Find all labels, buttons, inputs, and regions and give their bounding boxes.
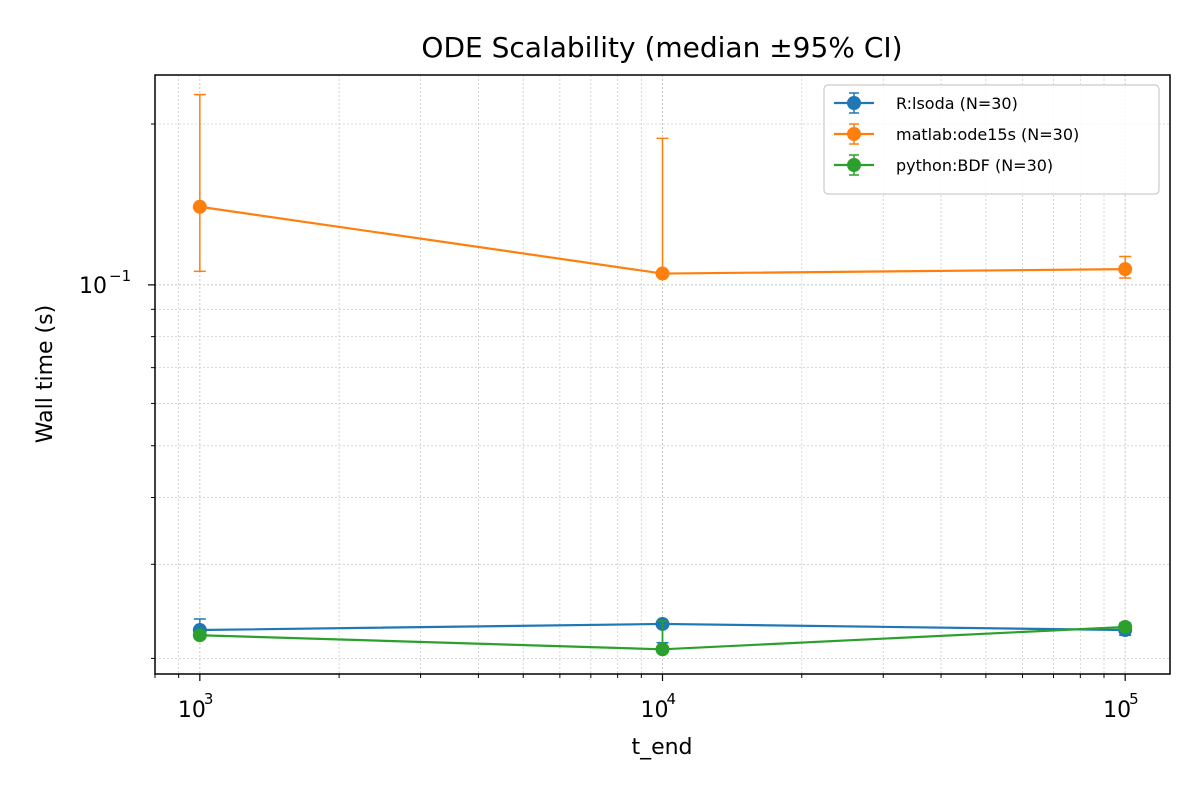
x-tick-label: 10	[178, 698, 206, 723]
x-tick-label: 10	[1103, 698, 1131, 723]
data-point	[192, 628, 207, 643]
data-point	[1118, 262, 1133, 277]
legend-marker	[847, 96, 861, 110]
chart-title: ODE Scalability (median ±95% CI)	[421, 31, 902, 64]
x-tick-label-exponent: 3	[204, 690, 214, 708]
y-tick-label-exponent: −1	[109, 267, 131, 285]
y-axis-label: Wall time (s)	[33, 305, 58, 443]
legend-marker	[847, 158, 861, 172]
legend-label: R:lsoda (N=30)	[896, 94, 1018, 113]
legend-label: matlab:ode15s (N=30)	[896, 125, 1079, 144]
x-tick-label-exponent: 4	[667, 690, 677, 708]
legend-marker	[847, 127, 861, 141]
series-1	[192, 93, 1133, 281]
legend: R:lsoda (N=30) matlab:ode15s (N=30) python…	[823, 84, 1160, 195]
legend-box	[823, 84, 1160, 195]
data-point	[1118, 619, 1133, 634]
x-tick-label: 10	[641, 698, 669, 723]
series-2	[192, 619, 1133, 657]
data-point	[655, 266, 670, 281]
grid	[154, 75, 1170, 674]
legend-label: python:BDF (N=30)	[896, 156, 1053, 175]
data-point	[192, 199, 207, 214]
legend-entry: python:BDF (N=30)	[834, 154, 1053, 176]
x-axis-label: t_end	[631, 735, 692, 760]
data-point	[655, 642, 670, 657]
legend-entry: matlab:ode15s (N=30)	[834, 123, 1079, 145]
y-tick-label: 10	[79, 274, 107, 299]
plot-marks	[192, 93, 1133, 657]
legend-entry: R:lsoda (N=30)	[834, 92, 1018, 114]
x-tick-label-exponent: 5	[1129, 690, 1139, 708]
